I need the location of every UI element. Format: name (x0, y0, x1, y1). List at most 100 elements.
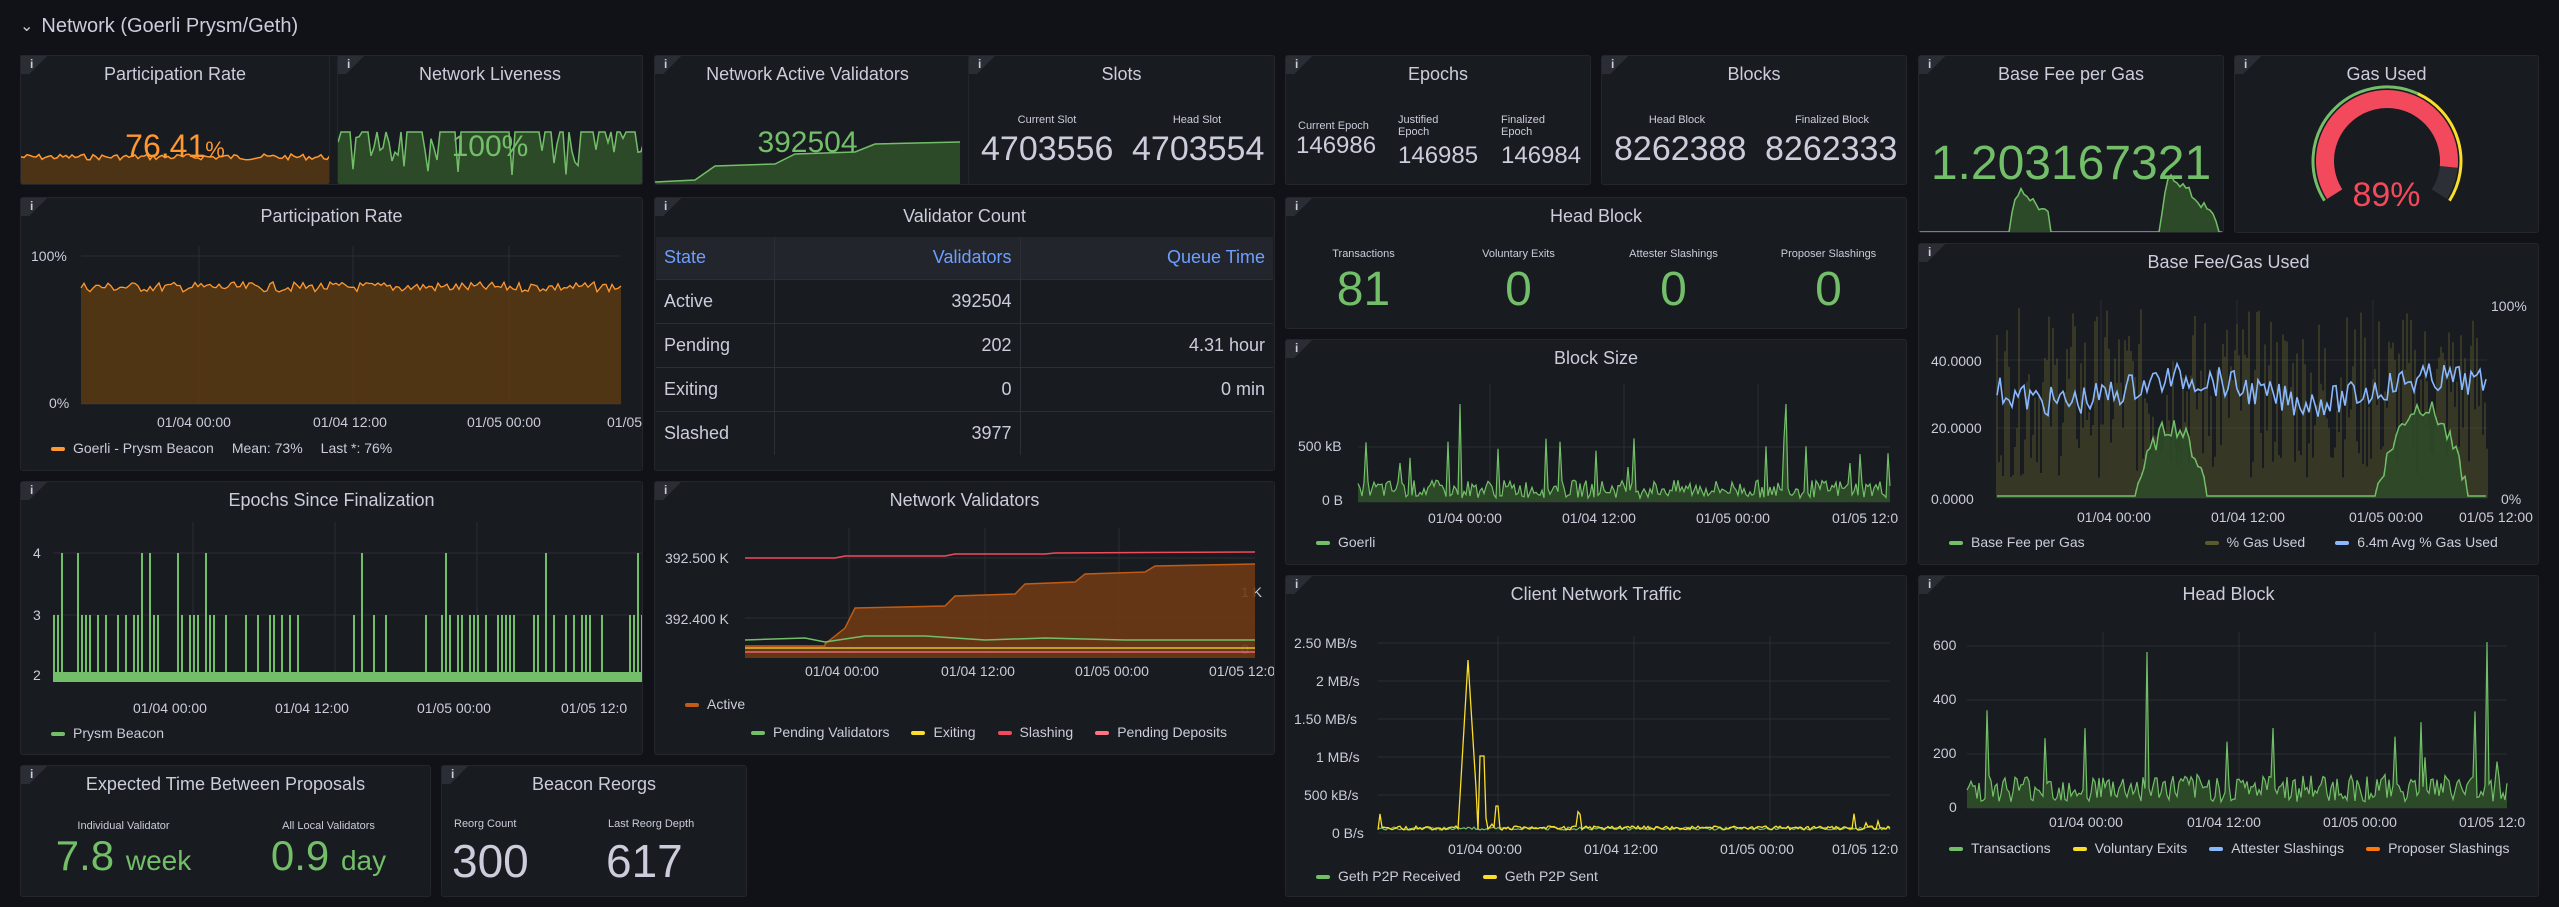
legend-item[interactable]: 6.4m Avg % Gas Used (2335, 534, 2498, 550)
head-block-stats-panel[interactable]: i Head Block Transactions 81 Voluntary E… (1285, 197, 1907, 329)
legend-item[interactable]: Slashing (997, 724, 1073, 740)
attester-slashings-value: 0 (1660, 263, 1687, 316)
base-fee-tile[interactable]: i Base Fee per Gas 1.203167321 (1918, 55, 2224, 233)
table-row: Slashed 3977 (656, 410, 1273, 455)
finalized-epoch-label: Finalized Epoch (1501, 114, 1546, 138)
info-icon[interactable]: i (1919, 576, 1953, 594)
info-icon[interactable]: i (21, 766, 55, 784)
y-tick: 40.0000 (1931, 353, 1982, 369)
info-icon[interactable]: i (655, 56, 689, 74)
info-icon[interactable]: i (1602, 56, 1636, 74)
x-tick: 01/04 00:00 (2077, 509, 2151, 525)
info-icon[interactable]: i (969, 56, 1003, 74)
finalized-block-value: 8262333 (1765, 130, 1898, 168)
x-tick: 01/04 00:00 (805, 663, 879, 679)
legend[interactable]: Prysm Beacon (51, 725, 164, 741)
x-tick: 01/04 12:00 (275, 700, 349, 716)
head-block-chart-panel[interactable]: i Head Block 600 400 200 0 01/04 00:00 0… (1918, 575, 2539, 897)
legend-item[interactable]: Goerli (1316, 534, 1375, 550)
epochs-since-finalization-plot (53, 522, 642, 692)
base-fee-gas-used-panel[interactable]: i Base Fee/Gas Used 40.0000 20.0000 0.00… (1918, 243, 2539, 565)
network-validators-panel[interactable]: i Network Validators 392.500 K 392.400 K… (654, 481, 1275, 755)
legend[interactable]: Geth P2P Received Geth P2P Sent (1316, 868, 1598, 884)
legend-item[interactable]: Goerli - Prysm Beacon (51, 440, 214, 456)
legend-item[interactable]: Voluntary Exits (2072, 840, 2187, 856)
legend-item[interactable]: Attester Slashings (2209, 840, 2344, 856)
panel-title: Participation Rate (103, 64, 247, 84)
legend[interactable]: Base Fee per Gas % Gas Used 6.4m Avg % G… (1949, 534, 2498, 550)
legend-item[interactable]: Pending Validators (751, 724, 889, 740)
info-icon[interactable]: i (21, 56, 55, 74)
legend[interactable]: Goerli - Prysm Beacon Mean: 73% Last *: … (51, 440, 392, 456)
info-icon[interactable]: i (1286, 340, 1320, 358)
legend-item[interactable]: Transactions (1949, 840, 2051, 856)
legend-item[interactable]: Proposer Slashings (2366, 840, 2509, 856)
y-tick: 1.50 MB/s (1294, 711, 1358, 727)
column-header[interactable]: Queue Time (1020, 237, 1273, 279)
column-header[interactable]: Validators (774, 237, 1021, 279)
panel-title: Network Liveness (418, 64, 562, 84)
legend-item[interactable]: Prysm Beacon (51, 725, 164, 741)
info-icon[interactable]: i (1919, 244, 1953, 262)
info-icon[interactable]: i (655, 198, 689, 216)
info-icon[interactable]: i (21, 482, 55, 500)
panel-title: Beacon Reorgs (531, 774, 657, 794)
info-icon[interactable]: i (2235, 56, 2269, 74)
y-tick: 392.400 K (665, 611, 729, 627)
legend-item[interactable]: % Gas Used (2204, 534, 2305, 550)
table-row: Active 392504 (656, 278, 1273, 323)
legend-item[interactable]: Active (685, 696, 745, 712)
info-icon[interactable]: i (1919, 56, 1953, 74)
client-network-traffic-panel[interactable]: i Client Network Traffic 2.50 MB/s 2 MB/… (1285, 575, 1907, 897)
x-tick: 01/05 00:00 (467, 414, 541, 430)
legend-item[interactable]: Exiting (911, 724, 976, 740)
legend[interactable]: Goerli (1316, 534, 1375, 550)
current-slot-value: 4703556 (981, 130, 1114, 168)
participation-sparkline (21, 152, 329, 184)
beacon-reorgs-panel[interactable]: i Beacon Reorgs Reorg Count 300 Last Reo… (441, 765, 747, 897)
chevron-down-icon[interactable]: ⌄ (20, 18, 34, 35)
y-tick: 0 B (1322, 492, 1344, 508)
info-icon[interactable]: i (338, 56, 372, 74)
participation-rate-tile[interactable]: i Participation Rate 76.41% (20, 55, 330, 185)
info-icon[interactable]: i (21, 198, 55, 216)
panel-title: Blocks (1727, 64, 1781, 84)
legend-item[interactable]: Geth P2P Received (1316, 868, 1461, 884)
slots-tile[interactable]: i Slots Current Slot 4703556 Head Slot 4… (968, 55, 1275, 185)
epochs-tile[interactable]: i Epochs Current Epoch 146986 Justified … (1285, 55, 1591, 185)
blocks-tile[interactable]: i Blocks Head Block 8262388 Finalized Bl… (1601, 55, 1907, 185)
legend-item[interactable]: Geth P2P Sent (1482, 868, 1598, 884)
info-icon[interactable]: i (442, 766, 476, 784)
x-tick: 01/05 12:0 (1832, 841, 1899, 857)
block-size-panel[interactable]: i Block Size 500 kB 0 B 01/04 00:00 01/0… (1285, 339, 1907, 565)
gas-used-tile[interactable]: i Gas Used 89% (2234, 55, 2539, 233)
gas-used-gauge (2311, 85, 2463, 202)
participation-value: 76.41% (125, 128, 225, 164)
legend-active[interactable]: Active (685, 696, 745, 712)
current-slot-label: Current Slot (1017, 114, 1077, 126)
x-tick: 01/04 00:00 (2049, 814, 2123, 830)
x-tick: 01/04 00:00 (1428, 510, 1502, 526)
y-tick: 0 B/s (1332, 825, 1364, 841)
client-traffic-plot (1377, 636, 1891, 834)
legend-item[interactable]: Pending Deposits (1095, 724, 1227, 740)
legend-item[interactable]: Base Fee per Gas (1949, 534, 2085, 550)
expected-time-panel[interactable]: i Expected Time Between Proposals Indivi… (20, 765, 431, 897)
x-tick: 01/05 12:00 (1209, 663, 1275, 679)
participation-rate-chart-panel[interactable]: i Participation Rate 100% 0% 01/04 00:00… (20, 197, 643, 471)
column-header[interactable]: State (656, 237, 775, 279)
info-icon[interactable]: i (1286, 56, 1320, 74)
justified-epoch-label: Justified Epoch (1398, 114, 1439, 138)
legend[interactable]: Transactions Voluntary Exits Attester Sl… (1949, 840, 2529, 856)
info-icon[interactable]: i (1286, 576, 1320, 594)
info-icon[interactable]: i (1286, 198, 1320, 216)
validator-count-panel[interactable]: i Validator Count State Validators Queue… (654, 197, 1275, 471)
row-header-network[interactable]: ⌄ Network (Goerli Prysm/Geth) (20, 12, 298, 40)
epochs-since-finalization-panel[interactable]: i Epochs Since Finalization 4 3 2 01/04 … (20, 481, 643, 755)
panel-title: Participation Rate (260, 206, 403, 226)
x-tick: 01/05 00:00 (1696, 510, 1770, 526)
x-tick: 01/05 12:0 (561, 700, 628, 716)
network-liveness-tile[interactable]: i Network Liveness 100% (337, 55, 643, 185)
legend[interactable]: Pending Validators Exiting Slashing Pend… (751, 724, 1227, 740)
info-icon[interactable]: i (655, 482, 689, 500)
